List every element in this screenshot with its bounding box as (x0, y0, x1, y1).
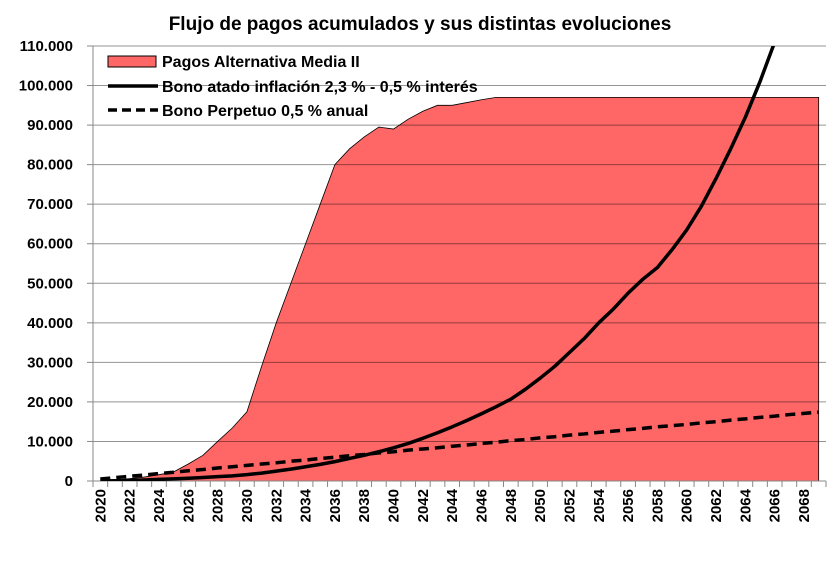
legend-label-area: Pagos Alternativa Media II (162, 54, 360, 71)
x-tick-label: 2020 (92, 489, 109, 522)
x-tick-label: 2066 (767, 489, 784, 522)
x-tick-label: 2046 (473, 489, 490, 522)
y-tick-label: 90.000 (27, 117, 73, 134)
x-tick-label: 2064 (737, 488, 754, 522)
x-tick-label: 2040 (386, 489, 403, 522)
area-series-pagos (100, 97, 820, 482)
y-tick-label: 50.000 (27, 275, 73, 292)
x-tick-label: 2048 (503, 489, 520, 522)
y-tick-label: 110.000 (20, 38, 73, 55)
line-layer (100, 46, 819, 481)
x-tick-label: 2034 (298, 488, 315, 522)
chart-title: Flujo de pagos acumulados y sus distinta… (169, 14, 672, 35)
y-tick-label: 40.000 (27, 315, 73, 332)
line-series-bono-perpetuo (100, 410, 819, 481)
x-tick-label: 2024 (151, 488, 168, 522)
x-tick-label: 2052 (561, 489, 578, 522)
x-tick-label: 2030 (239, 489, 256, 522)
x-tick-label: 2038 (356, 489, 373, 522)
x-tick-label: 2032 (268, 489, 285, 522)
y-tick-label: 70.000 (27, 196, 73, 213)
x-tick-label: 2036 (327, 489, 344, 522)
y-tick-label: 80.000 (27, 157, 73, 174)
y-tick-label: 0 (65, 473, 73, 490)
legend-swatch-area (107, 55, 157, 68)
x-tick-label: 2058 (649, 489, 666, 522)
x-tick-label: 2050 (532, 489, 549, 522)
y-tick-label: 60.000 (27, 236, 73, 253)
x-tick-label: 2056 (620, 489, 637, 522)
y-tick-label: 20.000 (27, 394, 73, 411)
legend-label-dashed: Bono Perpetuo 0,5 % anual (162, 103, 368, 120)
x-tick-label: 2042 (415, 489, 432, 522)
legend: Pagos Alternativa Media II Bono atado in… (107, 54, 478, 120)
area-layer (100, 97, 820, 482)
y-tick-label: 100.000 (19, 78, 73, 95)
x-tick-label: 2062 (708, 489, 725, 522)
x-tick-label: 2068 (796, 489, 813, 522)
line-series-bono-inflacion (100, 46, 776, 481)
y-tick-label: 10.000 (27, 433, 73, 450)
x-tick-label: 2022 (122, 489, 139, 522)
grid-layer (93, 45, 826, 442)
x-tick-label: 2060 (679, 489, 696, 522)
x-tick-label: 2028 (210, 489, 227, 522)
x-tick-label: 2044 (444, 488, 461, 522)
y-tick-label: 30.000 (27, 354, 73, 371)
x-tick-label: 2054 (591, 488, 608, 522)
x-tick-label: 2026 (180, 489, 197, 522)
legend-label-solid: Bono atado inflación 2,3 % - 0,5 % inter… (162, 79, 478, 96)
axis-layer: 0 10.000 20.000 30.000 40.000 50.000 60.000 70.… (19, 38, 827, 522)
